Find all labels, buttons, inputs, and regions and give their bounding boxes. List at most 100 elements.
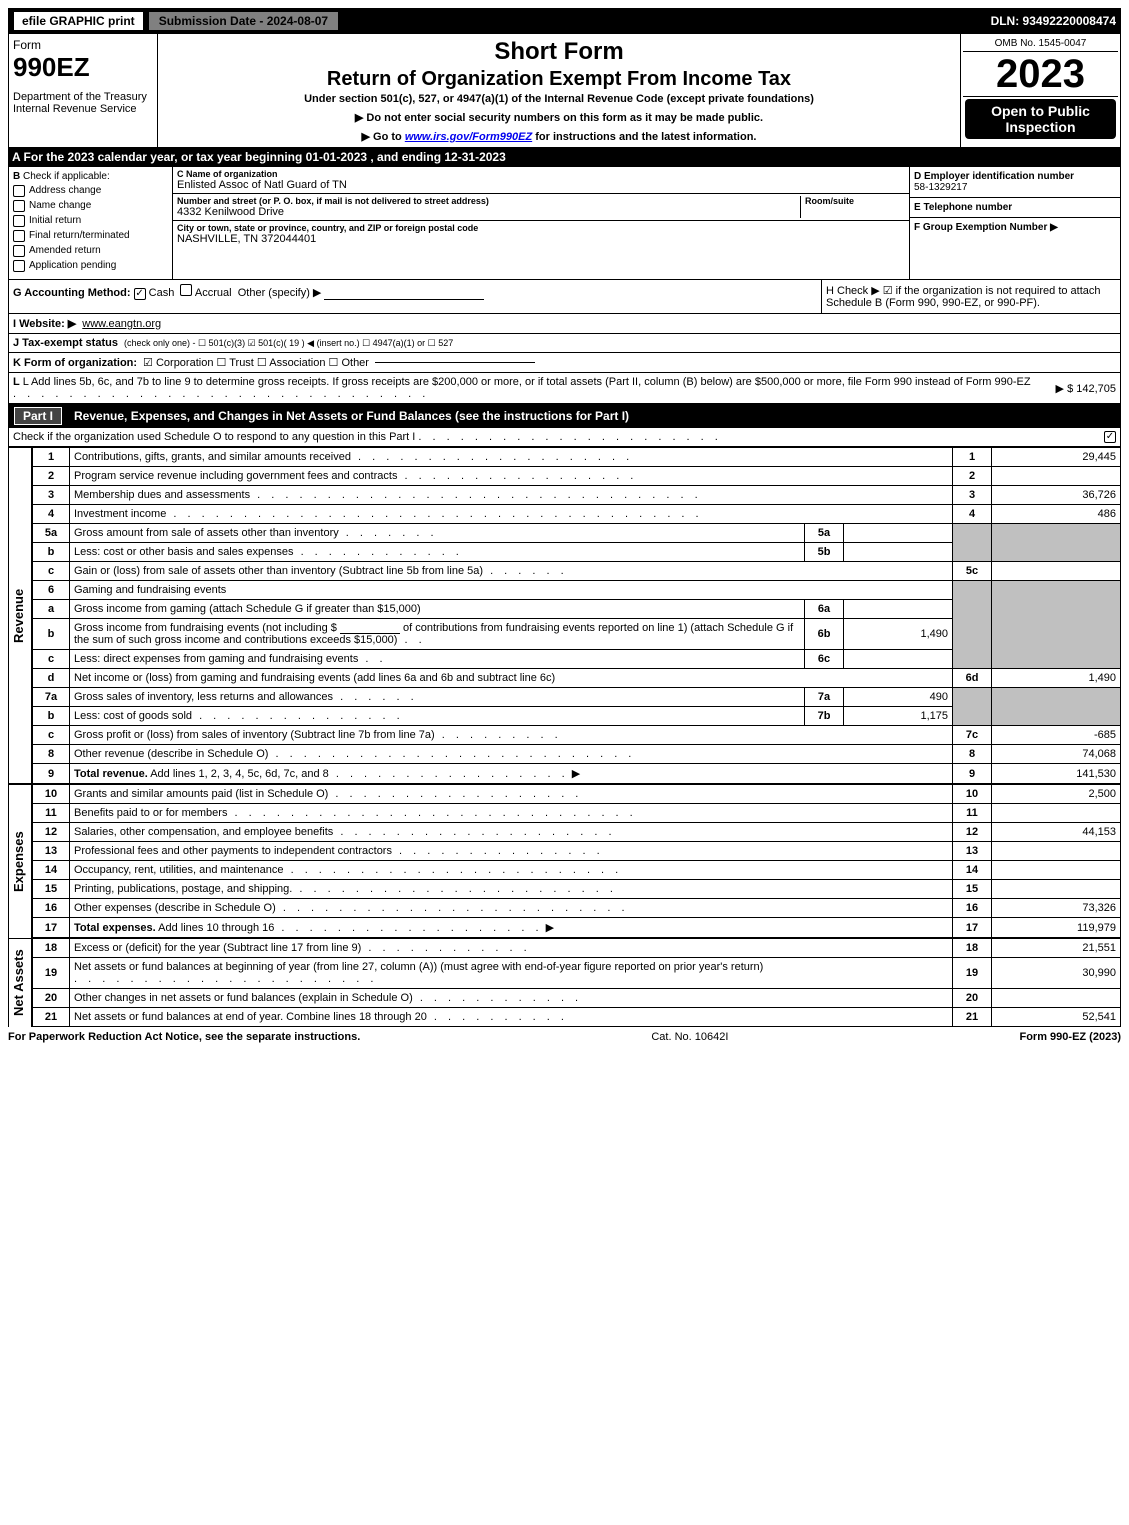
- info-block: B Check if applicable: Address change Na…: [8, 166, 1121, 280]
- checkbox-schedule-o[interactable]: [1104, 431, 1116, 443]
- checkbox-application-pending[interactable]: [13, 260, 25, 272]
- table-row: 20 Other changes in net assets or fund b…: [33, 989, 1121, 1008]
- table-row: c Gain or (loss) from sale of assets oth…: [33, 562, 1121, 581]
- table-row: 15 Printing, publications, postage, and …: [33, 880, 1121, 899]
- line-desc: Less: cost or other basis and sales expe…: [74, 546, 294, 558]
- checkbox-amended-return[interactable]: [13, 245, 25, 257]
- revenue-vertical-label: Revenue: [8, 447, 32, 784]
- department-label: Department of the Treasury Internal Reve…: [13, 91, 153, 115]
- other-label: Other (specify) ▶: [238, 287, 322, 299]
- footer-left: For Paperwork Reduction Act Notice, see …: [8, 1031, 360, 1043]
- table-row: 5a Gross amount from sale of assets othe…: [33, 524, 1121, 543]
- checkbox-address-change[interactable]: [13, 185, 25, 197]
- i-label: I Website: ▶: [13, 317, 76, 330]
- part-i-table-wrapper: Revenue 1 Contributions, gifts, grants, …: [8, 447, 1121, 784]
- header-right-block: OMB No. 1545-0047 2023 Open to Public In…: [961, 34, 1120, 147]
- revenue-table: 1 Contributions, gifts, grants, and simi…: [32, 447, 1121, 784]
- section-def: D Employer identification number 58-1329…: [909, 167, 1120, 279]
- efile-print-label[interactable]: efile GRAPHIC print: [13, 11, 144, 31]
- line-desc: Membership dues and assessments: [74, 489, 250, 501]
- tax-year: 2023: [963, 52, 1118, 97]
- other-specify-input[interactable]: [324, 299, 484, 300]
- check-line-text: Check if the organization used Schedule …: [13, 431, 415, 443]
- table-row: c Gross profit or (loss) from sales of i…: [33, 726, 1121, 745]
- opt-final-return: Final return/terminated: [29, 230, 130, 241]
- table-row: 19 Net assets or fund balances at beginn…: [33, 958, 1121, 989]
- instr2-suffix: for instructions and the latest informat…: [532, 131, 756, 143]
- line-desc: Other revenue (describe in Schedule O): [74, 748, 268, 760]
- group-exemption-label: F Group Exemption Number ▶: [914, 222, 1058, 233]
- checkbox-accrual[interactable]: [180, 284, 192, 296]
- table-row: 12 Salaries, other compensation, and emp…: [33, 823, 1121, 842]
- col-val: 29,445: [992, 448, 1121, 467]
- checkbox-name-change[interactable]: [13, 200, 25, 212]
- table-row: 11 Benefits paid to or for members . . .…: [33, 804, 1121, 823]
- part-i-check-text: Check if the organization used Schedule …: [13, 431, 722, 443]
- ein-value: 58-1329217: [914, 182, 967, 193]
- opt-initial-return: Initial return: [29, 215, 81, 226]
- street-label: Number and street (or P. O. box, if mail…: [177, 196, 800, 206]
- instruction-goto: ▶ Go to www.irs.gov/Form990EZ for instru…: [162, 130, 956, 143]
- header-left-block: Form 990EZ Department of the Treasury In…: [9, 34, 158, 147]
- netassets-vertical-label: Net Assets: [8, 938, 32, 1027]
- street-address: 4332 Kenilwood Drive: [177, 206, 800, 218]
- table-row: 16 Other expenses (describe in Schedule …: [33, 899, 1121, 918]
- line-desc: Net income or (loss) from gaming and fun…: [74, 672, 555, 684]
- submission-date-label: Submission Date - 2024-08-07: [148, 11, 339, 31]
- line-desc: Gross sales of inventory, less returns a…: [74, 691, 333, 703]
- room-label: Room/suite: [805, 196, 905, 206]
- page-footer: For Paperwork Reduction Act Notice, see …: [8, 1027, 1121, 1043]
- instruction-ssn: ▶ Do not enter social security numbers o…: [162, 111, 956, 124]
- line-desc: Investment income: [74, 508, 166, 520]
- section-a-bar: A For the 2023 calendar year, or tax yea…: [8, 148, 1121, 166]
- checkbox-initial-return[interactable]: [13, 215, 25, 227]
- line-no: 1: [33, 448, 70, 467]
- table-row: 14 Occupancy, rent, utilities, and maint…: [33, 861, 1121, 880]
- netassets-table-wrapper: Net Assets 18 Excess or (deficit) for th…: [8, 938, 1121, 1027]
- dln-label: DLN: 93492220008474: [991, 14, 1116, 28]
- cash-label: Cash: [149, 287, 175, 299]
- section-l: L L Add lines 5b, 6c, and 7b to line 9 t…: [8, 373, 1121, 404]
- k-other-input[interactable]: [375, 362, 535, 363]
- main-title: Return of Organization Exempt From Incom…: [162, 68, 956, 91]
- dots-decoration: . . . . . . . . . . . . . . . . . . . . …: [13, 388, 429, 400]
- line-desc: Gross profit or (loss) from sales of inv…: [74, 729, 435, 741]
- line-desc: Professional fees and other payments to …: [74, 845, 392, 857]
- table-row: 7a Gross sales of inventory, less return…: [33, 688, 1121, 707]
- line-desc: Less: cost of goods sold: [74, 710, 192, 722]
- table-row: 6 Gaming and fundraising events: [33, 581, 1121, 600]
- table-row: 8 Other revenue (describe in Schedule O)…: [33, 745, 1121, 764]
- website-value[interactable]: www.eangtn.org: [82, 318, 161, 330]
- j-detail: (check only one) - ☐ 501(c)(3) ☑ 501(c)(…: [124, 338, 453, 349]
- city-state-zip: NASHVILLE, TN 372044401: [177, 233, 905, 245]
- section-j: J Tax-exempt status (check only one) - ☐…: [8, 334, 1121, 353]
- top-bar: efile GRAPHIC print Submission Date - 20…: [8, 8, 1121, 34]
- opt-amended-return: Amended return: [29, 245, 101, 256]
- line-desc: Gross income from gaming (attach Schedul…: [74, 603, 421, 615]
- part-i-check-row: Check if the organization used Schedule …: [8, 428, 1121, 447]
- short-form-title: Short Form: [162, 38, 956, 66]
- section-b: B Check if applicable: Address change Na…: [9, 167, 173, 279]
- line-desc: Program service revenue including govern…: [74, 470, 397, 482]
- irs-link[interactable]: www.irs.gov/Form990EZ: [405, 131, 532, 143]
- footer-right: Form 990-EZ (2023): [1019, 1031, 1121, 1043]
- arrow-icon: ▶: [546, 922, 554, 934]
- table-row: 17 Total expenses. Add lines 10 through …: [33, 918, 1121, 938]
- section-k: K Form of organization: ☑ Corporation ☐ …: [8, 353, 1121, 373]
- netassets-table: 18 Excess or (deficit) for the year (Sub…: [32, 938, 1121, 1027]
- checkbox-final-return[interactable]: [13, 230, 25, 242]
- omb-number: OMB No. 1545-0047: [963, 36, 1118, 52]
- table-row: 9 Total revenue. Total revenue. Add line…: [33, 764, 1121, 784]
- table-row: 13 Professional fees and other payments …: [33, 842, 1121, 861]
- line-desc: Other expenses (describe in Schedule O): [74, 902, 276, 914]
- form-number: 990EZ: [13, 52, 153, 83]
- l-text-content: L Add lines 5b, 6c, and 7b to line 9 to …: [23, 376, 1031, 388]
- table-row: d Net income or (loss) from gaming and f…: [33, 669, 1121, 688]
- table-row: 4 Investment income . . . . . . . . . . …: [33, 505, 1121, 524]
- checkbox-cash[interactable]: [134, 288, 146, 300]
- opt-application-pending: Application pending: [29, 260, 116, 271]
- name-label: C Name of organization: [177, 169, 905, 179]
- arrow-icon: ▶ Go to: [362, 131, 405, 143]
- j-label: J Tax-exempt status: [13, 337, 118, 349]
- table-row: 3 Membership dues and assessments . . . …: [33, 486, 1121, 505]
